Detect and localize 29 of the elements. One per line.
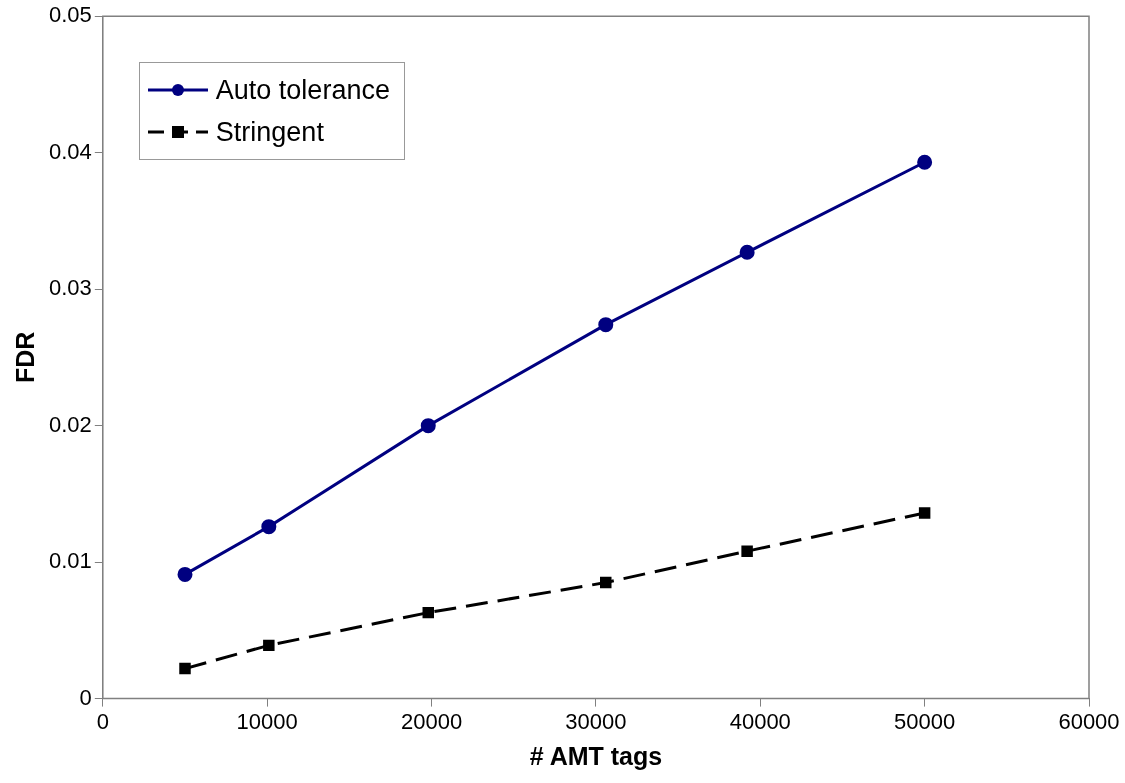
x-tick-label: 10000	[236, 708, 298, 734]
point	[179, 662, 191, 675]
point	[177, 566, 193, 582]
y-tick-label: 0.02	[48, 411, 92, 437]
point	[598, 317, 614, 333]
x-axis-title: # AMT tags	[529, 741, 663, 770]
point	[263, 639, 275, 652]
point	[918, 507, 931, 519]
point	[420, 418, 436, 434]
point	[917, 154, 933, 170]
point	[261, 519, 277, 535]
x-tick-label: 40000	[729, 708, 791, 734]
x-tick-label: 60000	[1058, 708, 1120, 734]
y-axis-title: FDR	[10, 331, 39, 384]
y-tick-label: 0.01	[48, 548, 92, 574]
point	[739, 244, 755, 260]
x-tick-label: 30000	[565, 708, 627, 734]
legend-label: Auto tolerance	[215, 74, 390, 106]
y-tick-label: 0.05	[48, 2, 92, 28]
x-tick-label: 50000	[894, 708, 956, 734]
y-tick-label: 0.04	[48, 138, 92, 164]
point	[741, 545, 753, 557]
point	[422, 606, 434, 619]
x-tick-label: 0	[96, 708, 109, 734]
y-tick-label: 0.03	[48, 275, 92, 301]
legend-label: Stringent	[215, 116, 324, 148]
point	[600, 576, 612, 589]
y-tick-label: 0	[79, 684, 92, 710]
x-tick-label: 20000	[400, 708, 463, 734]
